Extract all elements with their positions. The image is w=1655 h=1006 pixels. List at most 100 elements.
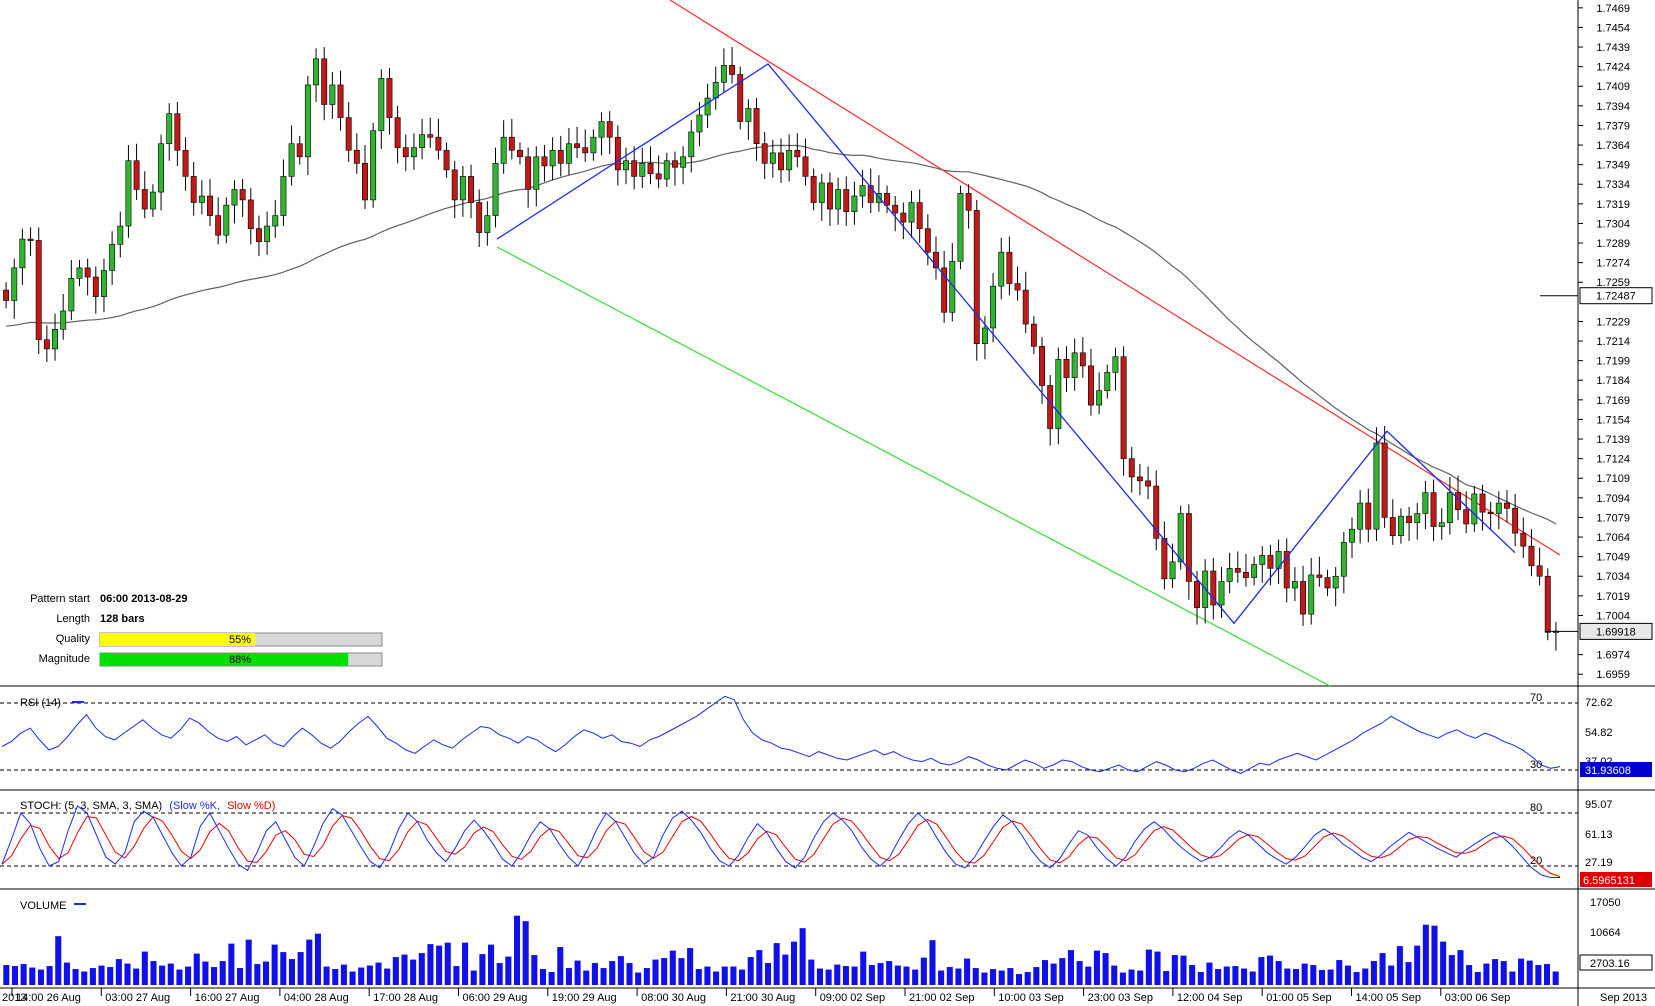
price-tick-label: 1.7304 (1596, 218, 1630, 230)
candle-body (606, 121, 613, 138)
candle-body (1079, 352, 1086, 367)
candle-body (247, 199, 254, 229)
volume-bar (1076, 961, 1083, 985)
candle-body (43, 339, 50, 350)
rsi-axis-top: 72.62 (1585, 697, 1613, 709)
volume-bar (150, 961, 157, 985)
candle-body (867, 185, 874, 203)
volume-bar (1526, 960, 1533, 985)
volume-bar (713, 971, 720, 985)
volume-bar (375, 962, 382, 985)
candle-body (598, 121, 605, 138)
candle-body (1520, 532, 1527, 547)
candle-body (443, 149, 450, 171)
price-tick-label: 1.7274 (1596, 258, 1630, 270)
candle-body (304, 84, 311, 158)
volume-bar (340, 964, 347, 985)
candle-body (916, 202, 923, 229)
candle-body (1316, 574, 1323, 578)
candle-body (1226, 568, 1233, 582)
candlestick-series (3, 47, 1559, 651)
volume-bar (600, 968, 607, 985)
candle-body (508, 136, 515, 151)
candle-body (1275, 551, 1282, 569)
volume-bar (981, 972, 988, 985)
time-label: 23:00 03 Sep (1088, 992, 1153, 1004)
candle-body (1536, 565, 1543, 577)
candle-body (933, 251, 939, 269)
volume-bar (929, 940, 936, 985)
zigzag-path (496, 63, 1516, 625)
candle-body (1504, 502, 1510, 509)
candle-body (1047, 385, 1054, 429)
candle-body (451, 169, 458, 201)
volume-bar (98, 965, 105, 985)
volume-bar (868, 965, 875, 985)
volume-bar (1509, 971, 1516, 985)
candle-body (109, 244, 116, 271)
resistance-line (669, 0, 1561, 556)
candle-body (1104, 372, 1111, 391)
price-tick-label: 1.7229 (1596, 316, 1630, 328)
volume-bar (1353, 972, 1360, 985)
price-tick-label: 1.7454 (1596, 22, 1630, 34)
price-tick-label: 1.7184 (1596, 375, 1630, 387)
candle-body (1406, 515, 1413, 523)
candle-body (655, 173, 662, 180)
candle-body (1145, 480, 1152, 487)
candle-body (288, 143, 295, 177)
volume-bar (167, 963, 174, 985)
volume-bar (842, 966, 849, 985)
pattern-length-label: Length (56, 613, 90, 625)
volume-bar (63, 962, 70, 985)
candle-body (1495, 502, 1502, 514)
candle-body (1153, 485, 1160, 539)
candle-body (778, 152, 784, 171)
candle-body (720, 65, 727, 83)
candle-body (1259, 555, 1266, 565)
candle-body (484, 215, 491, 233)
price-tick-label: 1.6974 (1596, 650, 1630, 662)
stoch-value-box (1580, 872, 1652, 887)
volume-bar (1535, 965, 1542, 985)
volume-bar (1189, 965, 1196, 985)
candle-body (810, 176, 817, 203)
volume-bar (860, 951, 867, 985)
candle-body (76, 267, 83, 279)
rsi-level-high: 70 (1530, 692, 1542, 704)
candle-body (1243, 572, 1249, 578)
candle-body (207, 195, 213, 216)
candle-body (370, 130, 377, 201)
price-tick-label: 1.7364 (1596, 140, 1630, 152)
candle-body (280, 176, 287, 216)
candle-body (949, 261, 956, 313)
candle-body (19, 238, 26, 269)
volume-bar (851, 966, 858, 985)
volume-bar (20, 964, 27, 985)
volume-bar (1007, 968, 1014, 985)
candle-body (981, 327, 988, 344)
volume-bar (1206, 962, 1213, 985)
candle-body (1471, 493, 1478, 525)
candle-body (729, 65, 736, 75)
volume-bar (1154, 951, 1161, 985)
volume-bar (1431, 925, 1438, 985)
candle-body (166, 113, 173, 145)
volume-bar (1267, 955, 1274, 985)
volume-bar (1284, 968, 1291, 985)
time-label: 03:00 06 Sep (1445, 992, 1510, 1004)
time-label: 08:00 30 Aug (641, 992, 706, 1004)
volume-bar (808, 959, 815, 985)
volume-axis-mid: 10664 (1590, 927, 1621, 939)
price-tick-label: 1.7049 (1596, 552, 1630, 564)
volume-bar (193, 953, 200, 985)
candle-body (1063, 359, 1070, 378)
volume-bar (124, 963, 131, 985)
candle-body (924, 228, 931, 253)
candle-body (11, 267, 18, 301)
candle-body (1128, 458, 1135, 478)
candle-body (239, 189, 246, 201)
volume-bar (825, 969, 832, 985)
